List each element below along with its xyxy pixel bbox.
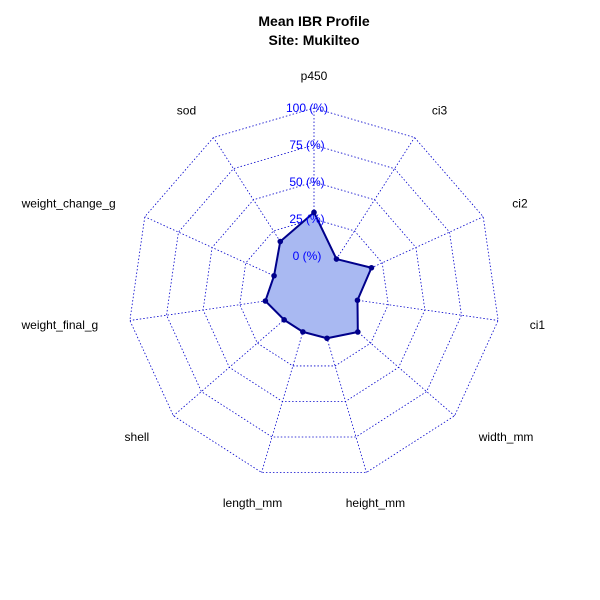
data-point-weight_change_g (271, 272, 277, 279)
data-point-ci3 (333, 256, 340, 262)
axis-label-length_mm: length_mm (223, 496, 282, 510)
series-layer (262, 209, 375, 342)
axis-label-ci3: ci3 (432, 104, 448, 118)
data-point-sod (277, 238, 284, 245)
ring-label-0: 0 (%) (293, 249, 322, 263)
grid-spoke-6 (261, 330, 304, 473)
ring-label-50: 50 (%) (289, 175, 324, 189)
data-point-height_mm (324, 335, 330, 342)
grid-spoke-9 (144, 216, 280, 279)
data-point-ci2 (368, 264, 375, 271)
axis-label-shell: shell (125, 430, 150, 444)
axis-label-weight_final_g: weight_final_g (20, 318, 98, 332)
data-point-width_mm (355, 329, 361, 335)
data-point-length_mm (300, 329, 306, 335)
grid-spoke-1 (334, 137, 415, 263)
axis-label-ci1: ci1 (530, 318, 546, 332)
axis-label-weight_change_g: weight_change_g (21, 196, 116, 210)
grid-ring-1 (239, 218, 389, 367)
grid-spoke-5 (324, 330, 367, 473)
data-point-shell (281, 317, 287, 323)
grid-ring-2 (202, 181, 426, 402)
data-point-ci1 (354, 297, 361, 304)
data-point-p450 (311, 209, 317, 216)
ring-labels: 0 (%) 25 (%) 50 (%) 75 (%) 100 (%) (286, 101, 328, 263)
series-area-0 (264, 211, 373, 340)
axis-label-ci2: ci2 (512, 196, 528, 210)
chart-subtitle: Site: Mukilteo (268, 32, 359, 48)
grid-spoke-8 (129, 299, 277, 321)
data-point-weight_final_g (262, 298, 269, 304)
ring-label-25: 25 (%) (289, 212, 324, 226)
axis-label-height_mm: height_mm (346, 496, 405, 510)
ring-label-75: 75 (%) (289, 138, 324, 152)
grid-spoke-4 (342, 318, 455, 417)
ring-label-100: 100 (%) (286, 101, 328, 115)
chart-title: Mean IBR Profile (258, 13, 369, 29)
axis-label-width_mm: width_mm (478, 430, 534, 444)
grid-spoke-3 (351, 299, 499, 321)
axis-label-p450: p450 (301, 69, 328, 83)
axis-labels: p450 ci3 ci2 ci1 width_mm height_mm length_mm s… (20, 69, 545, 510)
grid-spoke-7 (173, 318, 286, 417)
axis-label-sod: sod (177, 104, 196, 118)
